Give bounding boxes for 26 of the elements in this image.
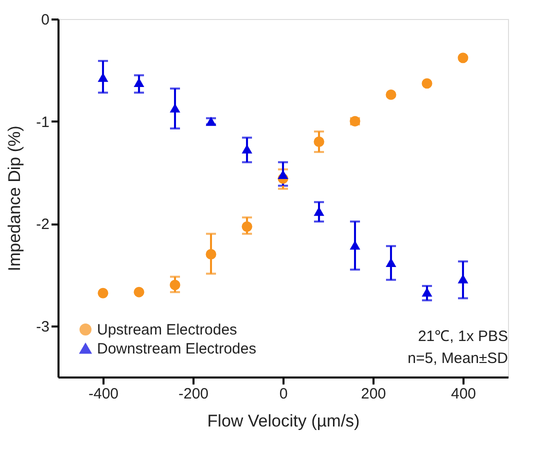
x-tick-label: 400 xyxy=(450,386,476,402)
legend-label: Downstream Electrodes xyxy=(97,340,256,358)
x-tick-label: -200 xyxy=(178,386,209,402)
y-tick-label: -1 xyxy=(36,114,50,131)
y-axis-title: Impedance Dip (%) xyxy=(5,126,24,272)
x-axis-title: Flow Velocity (µm/s) xyxy=(207,412,360,430)
y-tick-label: -3 xyxy=(36,318,50,336)
point xyxy=(134,286,144,298)
point xyxy=(242,221,252,232)
x-tick-label: -400 xyxy=(88,386,119,402)
y-tick-label: -2 xyxy=(36,216,50,234)
point xyxy=(314,136,324,147)
point xyxy=(206,249,216,260)
point xyxy=(350,240,360,250)
annotation: n=5, Mean±SD xyxy=(408,350,508,367)
point xyxy=(98,288,108,298)
x-tick-label: 0 xyxy=(279,386,288,402)
annotation: 21℃, 1x PBS xyxy=(418,328,508,345)
x-tick-label: 200 xyxy=(360,386,386,402)
point xyxy=(422,78,432,89)
legend-label: Upstream Electrodes xyxy=(97,322,238,338)
point xyxy=(458,52,468,64)
point xyxy=(422,288,432,297)
point xyxy=(170,280,180,290)
point xyxy=(386,89,396,100)
y-tick-label: 0 xyxy=(41,12,50,28)
